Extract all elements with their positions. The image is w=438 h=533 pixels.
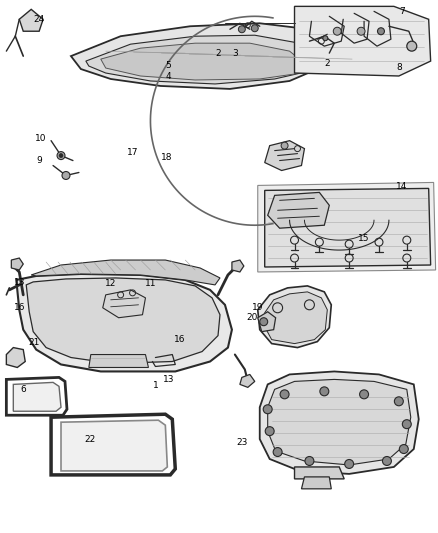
Polygon shape [258, 182, 436, 272]
Circle shape [345, 459, 353, 469]
Text: 18: 18 [161, 153, 172, 162]
Text: 6: 6 [21, 385, 26, 394]
Circle shape [280, 390, 289, 399]
Text: 4: 4 [166, 72, 171, 82]
Polygon shape [265, 292, 327, 344]
Text: 13: 13 [162, 375, 174, 384]
Polygon shape [103, 290, 145, 318]
Polygon shape [31, 260, 220, 285]
Polygon shape [232, 260, 244, 272]
Text: 8: 8 [396, 62, 402, 71]
Polygon shape [7, 348, 25, 367]
Polygon shape [89, 354, 148, 367]
Text: 11: 11 [145, 279, 156, 288]
Text: 12: 12 [105, 279, 117, 288]
Text: 2: 2 [325, 59, 330, 68]
Text: 17: 17 [127, 148, 138, 157]
Polygon shape [268, 379, 411, 465]
Polygon shape [265, 188, 431, 267]
Polygon shape [265, 141, 304, 171]
Polygon shape [16, 274, 232, 372]
Circle shape [399, 445, 408, 454]
Text: 9: 9 [36, 156, 42, 165]
Circle shape [378, 28, 385, 35]
Circle shape [407, 41, 417, 51]
Polygon shape [26, 278, 220, 364]
Polygon shape [11, 258, 23, 270]
Text: 5: 5 [166, 61, 171, 69]
Circle shape [305, 456, 314, 465]
Circle shape [273, 448, 282, 456]
Circle shape [357, 27, 365, 35]
Text: 21: 21 [28, 338, 40, 347]
Polygon shape [19, 10, 43, 31]
Text: 14: 14 [396, 182, 407, 191]
Text: 16: 16 [173, 335, 185, 344]
Circle shape [62, 172, 70, 180]
Polygon shape [13, 382, 61, 411]
Circle shape [265, 426, 274, 435]
Circle shape [360, 390, 368, 399]
Text: 16: 16 [14, 303, 25, 312]
Polygon shape [240, 375, 255, 387]
Text: 2: 2 [215, 49, 221, 58]
Circle shape [281, 142, 288, 149]
Circle shape [59, 154, 63, 158]
Text: 10: 10 [35, 134, 47, 143]
Circle shape [251, 25, 258, 32]
Polygon shape [260, 372, 419, 474]
Polygon shape [268, 192, 329, 228]
Text: 20: 20 [246, 313, 258, 322]
Text: 19: 19 [252, 303, 264, 312]
Polygon shape [51, 414, 175, 475]
Circle shape [238, 26, 245, 33]
Text: 15: 15 [358, 233, 370, 243]
Circle shape [403, 419, 411, 429]
Text: 22: 22 [84, 434, 95, 443]
Circle shape [260, 318, 268, 326]
Text: 7: 7 [399, 7, 405, 16]
Text: 23: 23 [236, 438, 247, 447]
Polygon shape [294, 467, 344, 479]
Polygon shape [258, 286, 331, 348]
Polygon shape [61, 420, 167, 471]
Circle shape [320, 387, 329, 396]
Circle shape [333, 27, 341, 35]
Circle shape [394, 397, 403, 406]
Text: 24: 24 [34, 15, 45, 24]
Circle shape [382, 456, 392, 465]
Text: 3: 3 [232, 49, 238, 58]
Circle shape [323, 36, 328, 41]
Polygon shape [101, 43, 304, 80]
Polygon shape [7, 377, 67, 415]
Polygon shape [294, 6, 431, 76]
Polygon shape [258, 312, 276, 332]
Polygon shape [86, 35, 314, 84]
Circle shape [263, 405, 272, 414]
Polygon shape [301, 477, 331, 489]
Polygon shape [71, 23, 329, 89]
Circle shape [57, 151, 65, 159]
Text: 1: 1 [152, 381, 158, 390]
Text: 13: 13 [14, 278, 25, 287]
